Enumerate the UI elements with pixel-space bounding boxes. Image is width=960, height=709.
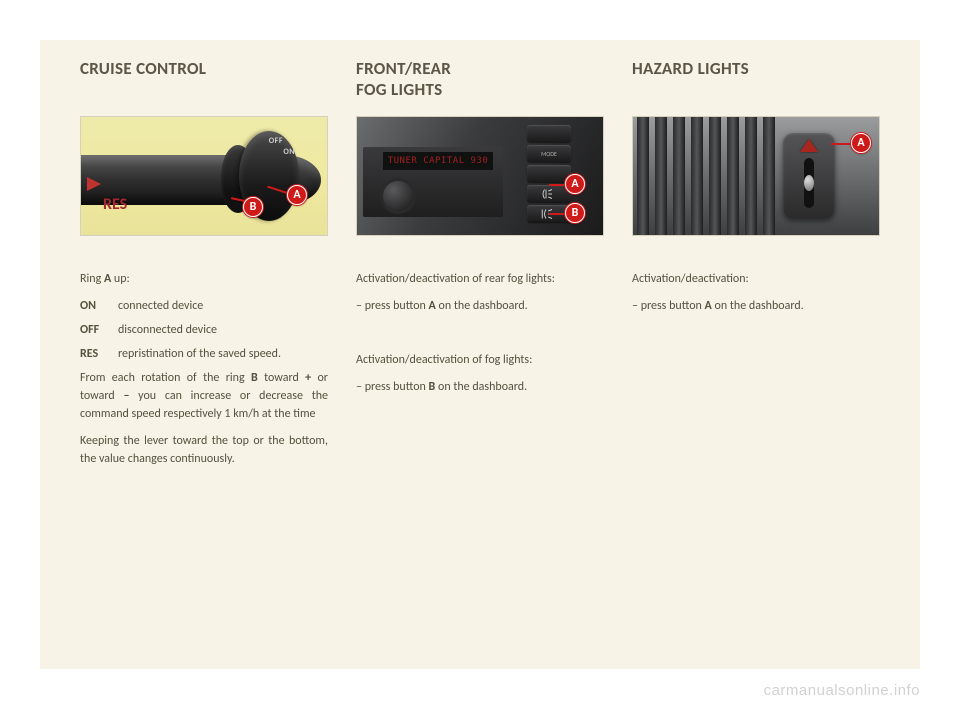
callout-a-label: A bbox=[293, 188, 300, 202]
dash-btn-mode: MODE bbox=[527, 145, 571, 162]
kv-row: ONconnected device bbox=[80, 297, 328, 315]
p: Ring A up: bbox=[80, 270, 328, 288]
heading-cruise: CRUISE CONTROL bbox=[80, 58, 328, 102]
manual-page: CRUISE CONTROL OFF ON RES A B Ring A up:… bbox=[0, 0, 960, 709]
figure-hazard: A bbox=[632, 116, 880, 236]
dash-button-column: MODE bbox=[527, 125, 571, 222]
slat bbox=[673, 117, 685, 235]
radio-display: TUNER CAPITAL 930 bbox=[383, 152, 493, 170]
col-hazard: HAZARD LIGHTS bbox=[632, 58, 880, 649]
figure-fog: TUNER CAPITAL 930 MODE A bbox=[356, 116, 604, 236]
figure-cruise: OFF ON RES A B bbox=[80, 116, 328, 236]
callout-a: A bbox=[565, 174, 585, 194]
p-spacer bbox=[356, 324, 604, 342]
p: Activation/deactivation of rear fog ligh… bbox=[356, 270, 604, 288]
kv-val: connected device bbox=[118, 297, 203, 315]
p: Activation/deactivation of fog lights: bbox=[356, 351, 604, 369]
col-cruise: CRUISE CONTROL OFF ON RES A B Ring A up:… bbox=[80, 58, 328, 649]
slat bbox=[745, 117, 757, 235]
radio-unit: TUNER CAPITAL 930 bbox=[363, 147, 503, 217]
slat bbox=[727, 117, 739, 235]
p: – press button A on the dashboard. bbox=[632, 297, 880, 315]
dash-btn-rear-fog bbox=[527, 185, 571, 202]
rear-fog-icon bbox=[540, 188, 558, 200]
res-label: RES bbox=[103, 195, 127, 214]
body-fog: Activation/deactivation of rear fog ligh… bbox=[356, 270, 604, 405]
callout-a-label: A bbox=[571, 177, 578, 191]
col-fog: FRONT/REAR FOG LIGHTS TUNER CAPITAL 930 … bbox=[356, 58, 604, 649]
p: Keeping the lever toward the top or the … bbox=[80, 432, 328, 468]
slat bbox=[709, 117, 721, 235]
p: Activation/deactivation: bbox=[632, 270, 880, 288]
body-hazard: Activation/deactivation: – press button … bbox=[632, 270, 880, 324]
hazard-button-pod bbox=[783, 133, 835, 219]
kv-key: OFF bbox=[80, 321, 118, 339]
p: From each rotation of the ring B toward … bbox=[80, 369, 328, 423]
radio-knob bbox=[383, 181, 413, 211]
p: – press button B on the dashboard. bbox=[356, 378, 604, 396]
stalk-label-on: ON bbox=[283, 147, 295, 157]
kv-val: disconnected device bbox=[118, 321, 217, 339]
kv-key: RES bbox=[80, 345, 118, 363]
kv-row: OFFdisconnected device bbox=[80, 321, 328, 339]
vent-slider-slot bbox=[804, 158, 814, 208]
heading-fog: FRONT/REAR FOG LIGHTS bbox=[356, 58, 604, 102]
slat bbox=[655, 117, 667, 235]
kv-key: ON bbox=[80, 297, 118, 315]
body-cruise: Ring A up: ONconnected device OFFdisconn… bbox=[80, 270, 328, 477]
kv-row: RESrepristination of the saved speed. bbox=[80, 345, 328, 363]
res-arrow-icon bbox=[87, 177, 101, 191]
heading-hazard: HAZARD LIGHTS bbox=[632, 58, 880, 102]
dash-btn bbox=[527, 165, 571, 182]
slat bbox=[691, 117, 703, 235]
slat bbox=[637, 117, 649, 235]
watermark: carmanualsonline.info bbox=[764, 682, 920, 699]
stalk-label-off: OFF bbox=[269, 136, 283, 146]
vent-slats bbox=[633, 117, 879, 235]
kv-val: repristination of the saved speed. bbox=[118, 345, 281, 363]
slat bbox=[763, 117, 775, 235]
vent-slider-nub bbox=[804, 175, 814, 191]
callout-b-label: B bbox=[250, 200, 257, 214]
callout-a: A bbox=[287, 185, 307, 205]
callout-a-label: A bbox=[857, 136, 864, 150]
callout-b-label: B bbox=[572, 206, 579, 220]
columns: CRUISE CONTROL OFF ON RES A B Ring A up:… bbox=[40, 40, 920, 669]
dash-btn bbox=[527, 125, 571, 142]
p: – press button A on the dashboard. bbox=[356, 297, 604, 315]
callout-a: A bbox=[851, 133, 871, 153]
callout-b: B bbox=[565, 203, 585, 223]
callout-b: B bbox=[243, 197, 263, 217]
hazard-triangle-icon bbox=[800, 139, 818, 152]
